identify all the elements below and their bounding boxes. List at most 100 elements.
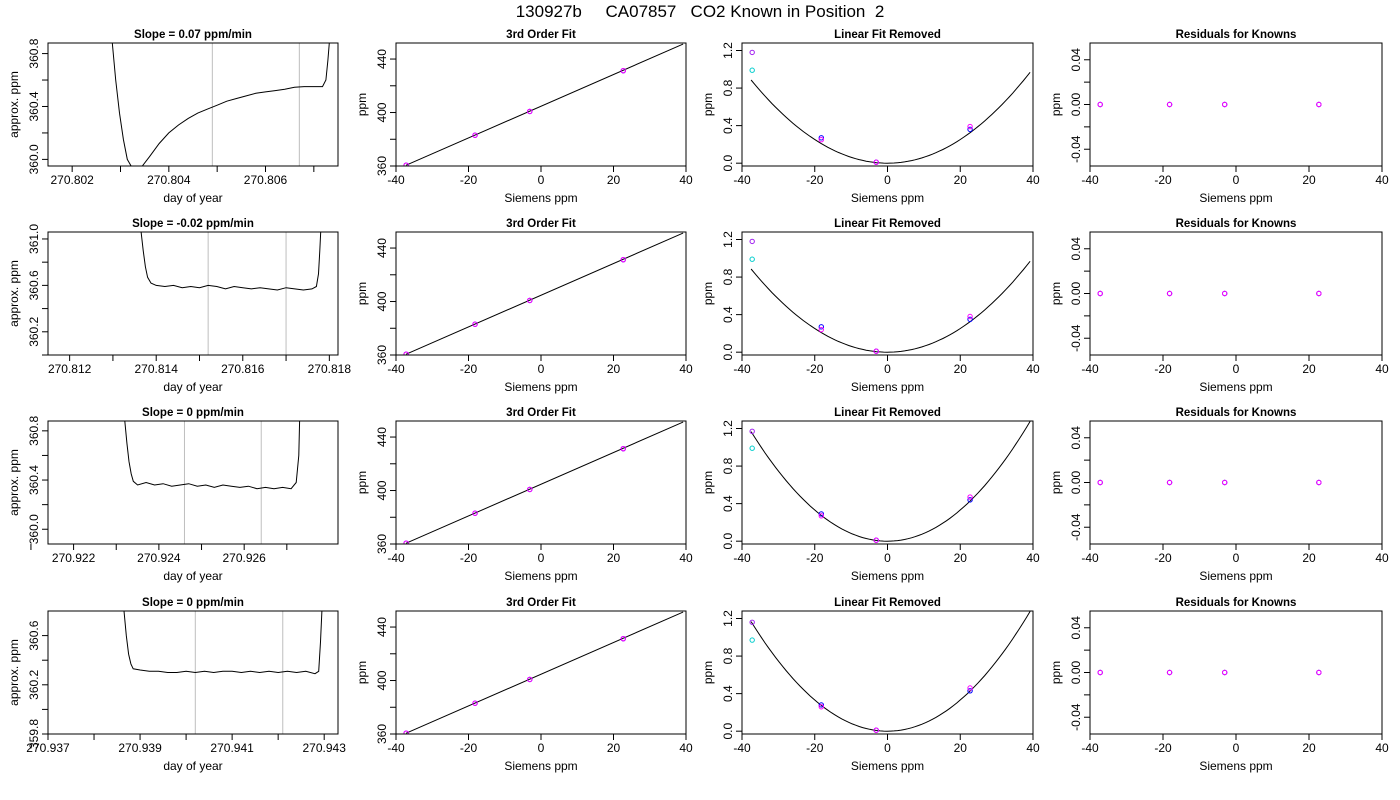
y-tick-label: 360.4 bbox=[27, 91, 41, 121]
data-point bbox=[818, 513, 824, 519]
x-axis-label: Siemens ppm bbox=[1199, 380, 1272, 394]
data-point bbox=[749, 428, 755, 435]
y-tick-label: 360.2 bbox=[27, 316, 41, 346]
y-tick-label: 0.4 bbox=[721, 117, 735, 134]
y-tick-label: 360 bbox=[375, 534, 389, 554]
x-tick-label: 40 bbox=[1375, 362, 1389, 376]
y-tick-label: 360.6 bbox=[27, 270, 41, 300]
data-point bbox=[818, 704, 824, 710]
y-axis-label: ppm bbox=[1049, 471, 1063, 494]
x-tick-label: 270.818 bbox=[308, 362, 352, 376]
y-tick-label: 440 bbox=[375, 427, 389, 447]
y-tick-label: 0.8 bbox=[721, 268, 735, 285]
data-point bbox=[873, 537, 879, 543]
data-point bbox=[749, 256, 755, 262]
plot-frame bbox=[741, 610, 1034, 735]
y-axis-label: ppm bbox=[355, 282, 369, 305]
x-axis-label: Siemens ppm bbox=[851, 759, 924, 773]
x-tick-label: 270.814 bbox=[135, 362, 179, 376]
plot-frame bbox=[395, 610, 687, 735]
x-tick-label: 20 bbox=[954, 362, 968, 376]
x-tick-label: 20 bbox=[607, 741, 621, 755]
x-tick-label: 270.804 bbox=[147, 173, 191, 187]
y-axis-label: ppm bbox=[1049, 93, 1063, 116]
x-tick-label: -20 bbox=[1154, 741, 1172, 755]
plot-frame bbox=[395, 420, 687, 545]
panel-3-1: Slope = 0 ppm/min 270.922 270.924 270.926da… bbox=[7, 407, 339, 583]
x-tick-label: 40 bbox=[1026, 741, 1040, 755]
y-tick-label: 360.4 bbox=[27, 465, 41, 495]
x-tick-label: 0 bbox=[884, 551, 891, 565]
fit-line bbox=[405, 43, 684, 166]
y-tick-label: 440 bbox=[375, 617, 389, 637]
panel-title: Linear Fit Removed bbox=[834, 407, 941, 419]
y-tick-label: 0.0 bbox=[721, 723, 735, 740]
plot-area bbox=[1097, 669, 1322, 676]
y-axis-label: ppm bbox=[701, 93, 715, 116]
fit-line bbox=[405, 421, 684, 544]
y-tick-label: 360 bbox=[375, 345, 389, 365]
data-point bbox=[620, 445, 626, 452]
data-point bbox=[818, 326, 824, 333]
x-axis-label: Siemens ppm bbox=[504, 380, 577, 394]
plot-frame bbox=[47, 420, 339, 545]
plot-frame bbox=[1089, 420, 1383, 545]
x-tick-label: 270.939 bbox=[118, 741, 162, 755]
x-tick-label: 40 bbox=[1375, 741, 1389, 755]
x-tick-label: -20 bbox=[806, 741, 824, 755]
x-tick-label: 20 bbox=[607, 362, 621, 376]
y-axis-label: ppm bbox=[701, 661, 715, 684]
x-tick-label: 0 bbox=[538, 551, 545, 565]
x-tick-label: -40 bbox=[387, 741, 405, 755]
x-axis-label: Siemens ppm bbox=[851, 569, 924, 583]
data-point bbox=[620, 635, 626, 642]
data-point bbox=[1097, 101, 1103, 108]
data-point bbox=[1097, 479, 1103, 486]
panel-title: 3rd Order Fit bbox=[506, 218, 576, 230]
x-tick-label: 270.943 bbox=[302, 741, 346, 755]
plot-area bbox=[1097, 101, 1322, 108]
panel-3-2: 3rd Order Fit -40 -20 0 20 40 Siemens ppm 360 40… bbox=[355, 407, 693, 583]
x-tick-label: -40 bbox=[1081, 173, 1099, 187]
panel-title: Slope = -0.02 ppm/min bbox=[132, 218, 254, 230]
data-trace bbox=[123, 611, 323, 675]
data-point bbox=[818, 511, 824, 517]
y-tick-label: 400 bbox=[375, 291, 389, 311]
panel-1-2: 3rd Order Fit -40 -20 0 20 40 Siemens ppm 360 40… bbox=[355, 29, 693, 205]
x-tick-label: 270.926 bbox=[222, 551, 266, 565]
data-point bbox=[749, 637, 755, 643]
data-point bbox=[873, 348, 879, 354]
y-tick-label: 0.4 bbox=[721, 685, 735, 702]
plot-area bbox=[111, 43, 330, 166]
y-axis-label: ppm bbox=[1049, 661, 1063, 684]
plot-area bbox=[749, 421, 1031, 543]
data-point bbox=[403, 730, 409, 734]
plot-area bbox=[124, 421, 301, 544]
y-tick-label: 0.0 bbox=[721, 533, 735, 550]
data-point bbox=[1221, 101, 1228, 108]
data-point bbox=[472, 700, 478, 706]
plot-area bbox=[1097, 290, 1322, 297]
panel-title: Slope = 0 ppm/min bbox=[142, 407, 244, 419]
plot-frame bbox=[1089, 42, 1383, 167]
y-tick-label: 0.4 bbox=[721, 306, 735, 323]
x-tick-label: -20 bbox=[806, 173, 824, 187]
y-tick-label: 360.8 bbox=[27, 416, 41, 446]
x-tick-label: 20 bbox=[954, 173, 968, 187]
y-tick-label: 360.0 bbox=[27, 144, 41, 174]
data-point bbox=[749, 445, 755, 451]
x-tick-label: 270.924 bbox=[137, 551, 181, 565]
y-tick-label: 1.2 bbox=[721, 42, 735, 59]
y-tick-label: 360.2 bbox=[27, 669, 41, 699]
x-tick-label: 20 bbox=[954, 741, 968, 755]
plot-frame bbox=[47, 231, 339, 356]
x-tick-label: 0 bbox=[538, 741, 545, 755]
x-tick-label: 40 bbox=[679, 362, 693, 376]
y-axis-label: ppm bbox=[701, 471, 715, 494]
y-tick-label: 400 bbox=[375, 102, 389, 122]
x-axis-label: Siemens ppm bbox=[504, 191, 577, 205]
x-tick-label: 270.816 bbox=[221, 362, 265, 376]
plot-frame bbox=[395, 231, 687, 356]
x-axis-label: day of year bbox=[163, 380, 222, 394]
y-axis-label: approx. ppm bbox=[7, 639, 21, 706]
